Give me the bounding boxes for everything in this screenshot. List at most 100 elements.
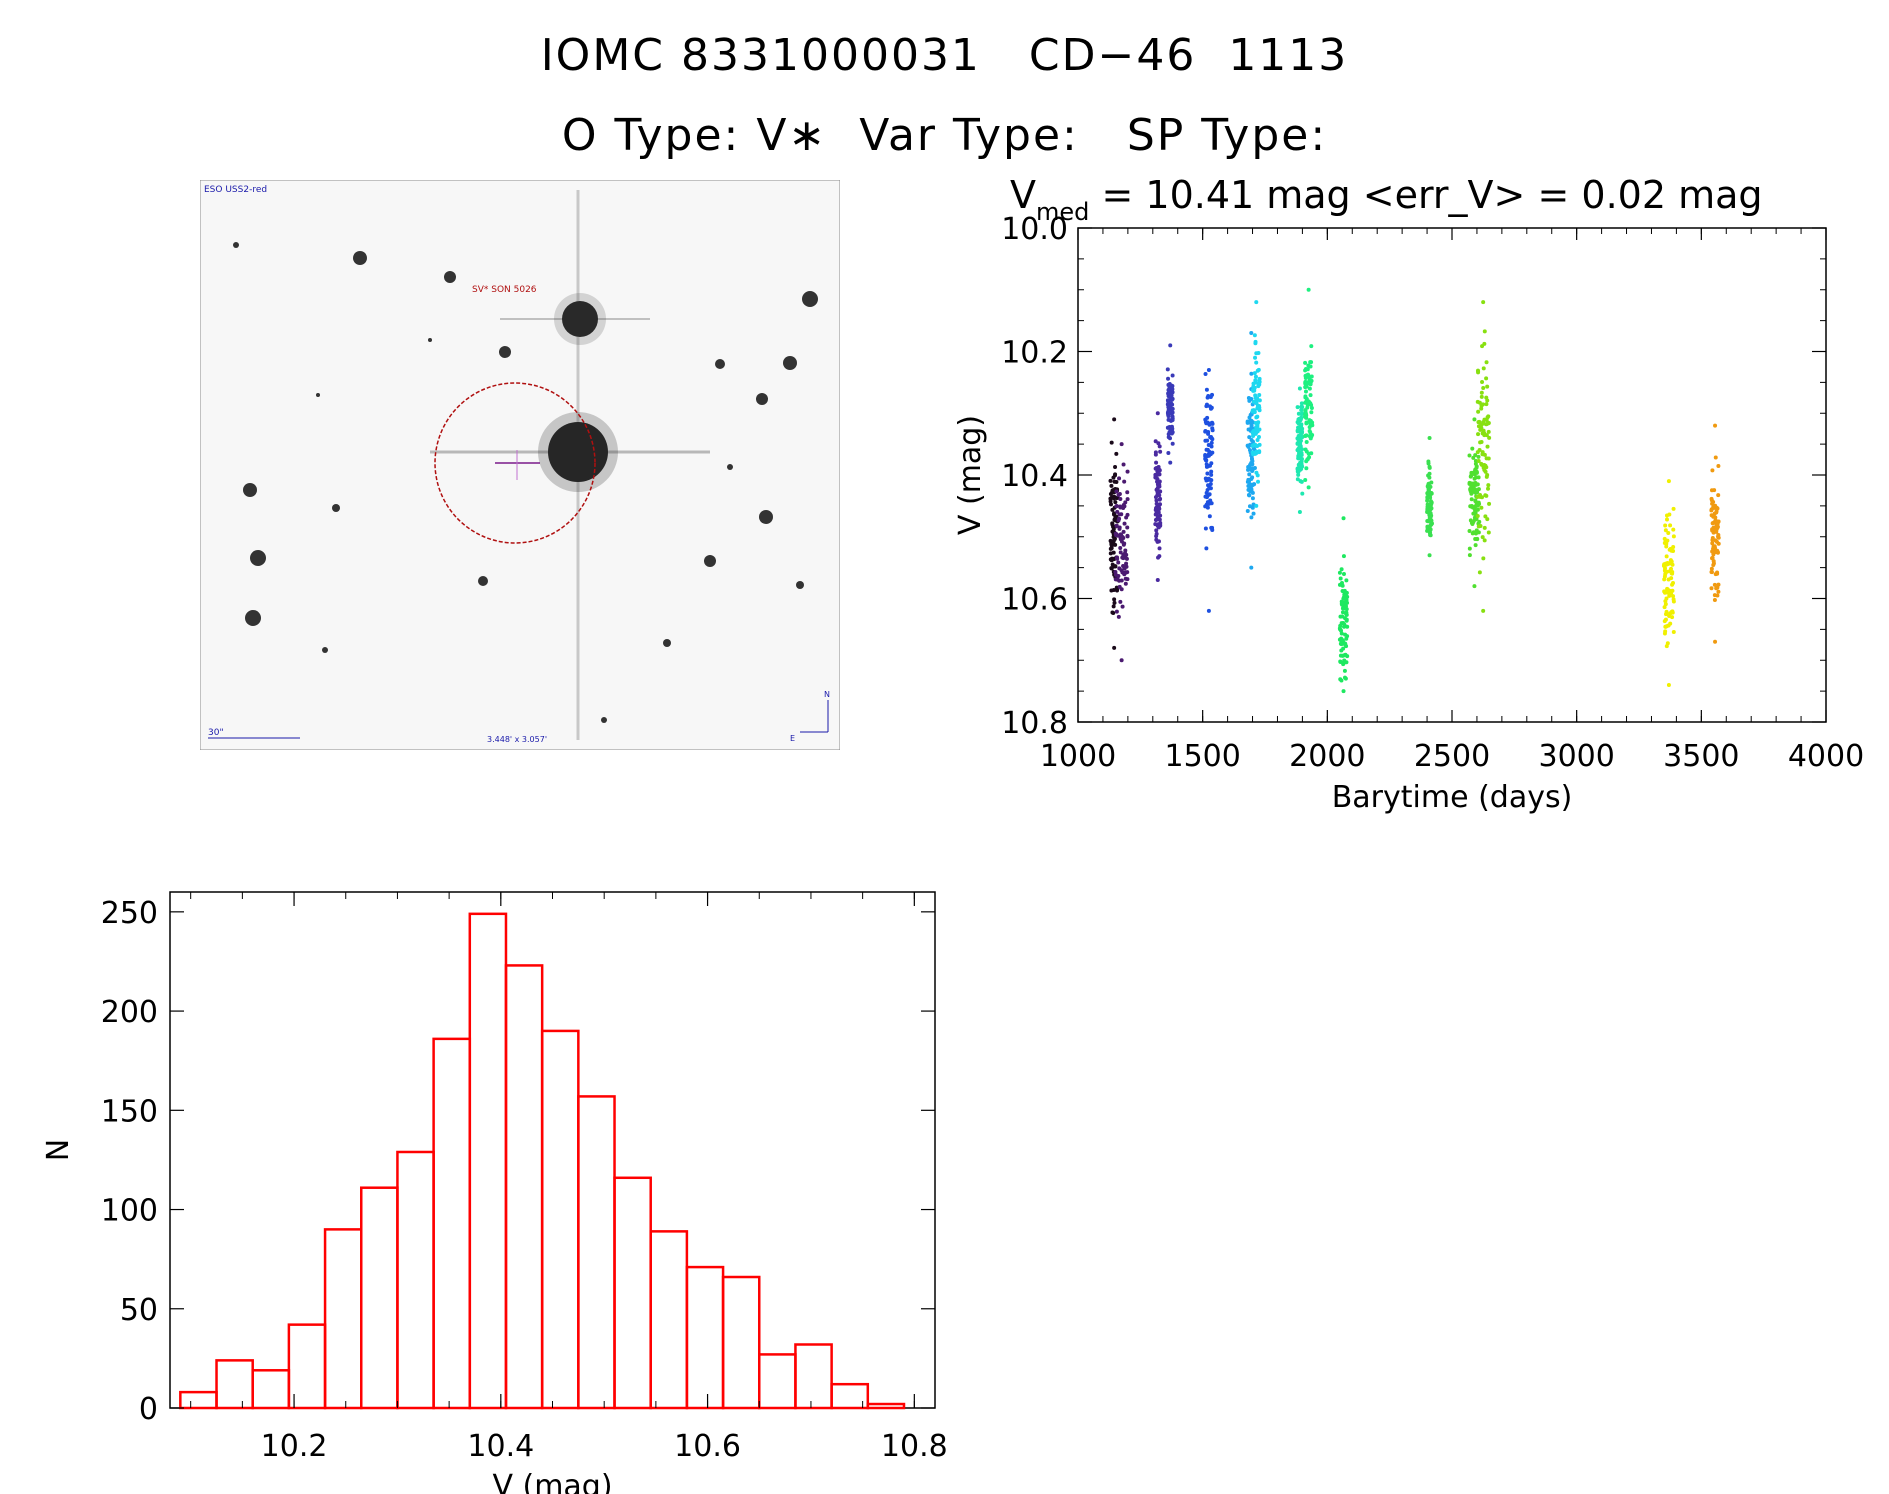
hist-ytick-label: 250 bbox=[101, 896, 158, 931]
lc-point bbox=[1247, 472, 1252, 477]
lc-point bbox=[1478, 440, 1483, 445]
lc-point bbox=[1710, 538, 1715, 543]
lc-point bbox=[1125, 525, 1130, 530]
lc-point bbox=[1251, 511, 1256, 516]
hist-bar bbox=[721, 1275, 761, 1410]
lc-point bbox=[1167, 429, 1172, 434]
lc-point bbox=[1297, 386, 1302, 391]
lc-point bbox=[1715, 524, 1720, 529]
lc-point bbox=[1117, 526, 1122, 531]
lc-point bbox=[1298, 443, 1303, 448]
lc-point bbox=[1427, 494, 1432, 499]
lc-point bbox=[1167, 391, 1172, 396]
chart-title-line2: O Type: V∗ Var Type: SP Type: bbox=[561, 110, 1328, 161]
lc-point bbox=[1209, 440, 1214, 445]
lc-point bbox=[1474, 470, 1479, 475]
lc-point bbox=[1249, 515, 1254, 520]
lc-point bbox=[1299, 447, 1304, 452]
lc-point bbox=[1121, 503, 1126, 508]
lc-point bbox=[1154, 517, 1159, 522]
lc-point bbox=[1342, 616, 1347, 621]
lc-point bbox=[1306, 400, 1311, 405]
lc-point bbox=[1156, 525, 1161, 530]
lc-point bbox=[1476, 454, 1481, 459]
lc-point bbox=[1716, 519, 1721, 524]
lc-point bbox=[1661, 563, 1666, 568]
lc-point bbox=[1306, 381, 1311, 386]
lc-point bbox=[1253, 393, 1258, 398]
lc-point bbox=[1246, 477, 1251, 482]
lc-point bbox=[1205, 500, 1210, 505]
lc-point bbox=[1210, 525, 1215, 530]
lc-point bbox=[1487, 501, 1492, 506]
lc-point bbox=[1471, 455, 1476, 460]
lc-point bbox=[1715, 593, 1720, 598]
lc-point bbox=[1208, 482, 1213, 487]
lc-point bbox=[1485, 398, 1490, 403]
lc-point bbox=[1246, 464, 1251, 469]
lc-point bbox=[1467, 480, 1472, 485]
lc-point bbox=[1666, 682, 1671, 687]
lc-point bbox=[1425, 507, 1430, 512]
lc-point bbox=[1158, 502, 1163, 507]
lc-point bbox=[1485, 384, 1490, 389]
lc-point bbox=[1123, 548, 1128, 553]
lc-point bbox=[1428, 507, 1433, 512]
lc-point bbox=[1479, 440, 1484, 445]
lc-point bbox=[1250, 450, 1255, 455]
lc-point bbox=[1427, 507, 1432, 512]
lc-point bbox=[1484, 433, 1489, 438]
lc-point bbox=[1108, 557, 1113, 562]
lc-point bbox=[1477, 501, 1482, 506]
lc-point bbox=[1300, 435, 1305, 440]
lc-point bbox=[1341, 601, 1345, 606]
lc-point bbox=[1154, 460, 1159, 465]
lc-point bbox=[1251, 444, 1256, 449]
lc-point bbox=[1713, 550, 1718, 555]
finder-north-label: N bbox=[824, 690, 830, 699]
lc-point bbox=[1204, 462, 1209, 467]
lc-point bbox=[1253, 443, 1258, 448]
hist-bar bbox=[215, 1359, 254, 1410]
lc-point bbox=[1296, 411, 1301, 416]
lc-point bbox=[1245, 420, 1250, 425]
lc-point bbox=[1248, 462, 1253, 467]
lc-point bbox=[1251, 432, 1256, 437]
lc-point bbox=[1249, 487, 1254, 492]
lc-point bbox=[1482, 467, 1487, 472]
lc-point bbox=[1121, 556, 1126, 561]
lc-point bbox=[1468, 489, 1473, 494]
lc-point bbox=[1300, 405, 1305, 410]
lc-point bbox=[1251, 429, 1256, 434]
lc-point bbox=[1667, 590, 1672, 595]
lc-point bbox=[1427, 475, 1432, 480]
lc-point bbox=[1170, 390, 1175, 395]
lc-point bbox=[1713, 518, 1718, 523]
lc-point bbox=[1308, 360, 1313, 365]
lc-point bbox=[1111, 524, 1116, 529]
lc-point bbox=[1155, 411, 1160, 416]
lc-point bbox=[1112, 417, 1117, 422]
lc-point bbox=[1710, 501, 1715, 506]
lc-point bbox=[1203, 454, 1208, 459]
lc-point bbox=[1485, 517, 1490, 522]
lc-point bbox=[1170, 416, 1175, 421]
lc-point bbox=[1715, 526, 1720, 531]
lc-point bbox=[1250, 409, 1255, 414]
lc-point bbox=[1427, 471, 1432, 476]
lc-point bbox=[1662, 589, 1667, 594]
lc-point bbox=[1482, 463, 1487, 468]
finder-size-label: 3.448' x 3.057' bbox=[487, 735, 547, 744]
lc-point bbox=[1340, 653, 1345, 658]
lc-point bbox=[1112, 511, 1117, 516]
lc-point bbox=[1484, 395, 1489, 400]
field-stars bbox=[233, 242, 818, 723]
lc-point bbox=[1112, 530, 1117, 535]
lc-point bbox=[1711, 561, 1716, 566]
lc-point bbox=[1169, 394, 1174, 399]
lc-point bbox=[1429, 506, 1434, 511]
lc-point bbox=[1154, 466, 1159, 471]
lc-point bbox=[1156, 525, 1161, 530]
lc-point bbox=[1344, 636, 1349, 641]
lc-point bbox=[1343, 600, 1348, 605]
